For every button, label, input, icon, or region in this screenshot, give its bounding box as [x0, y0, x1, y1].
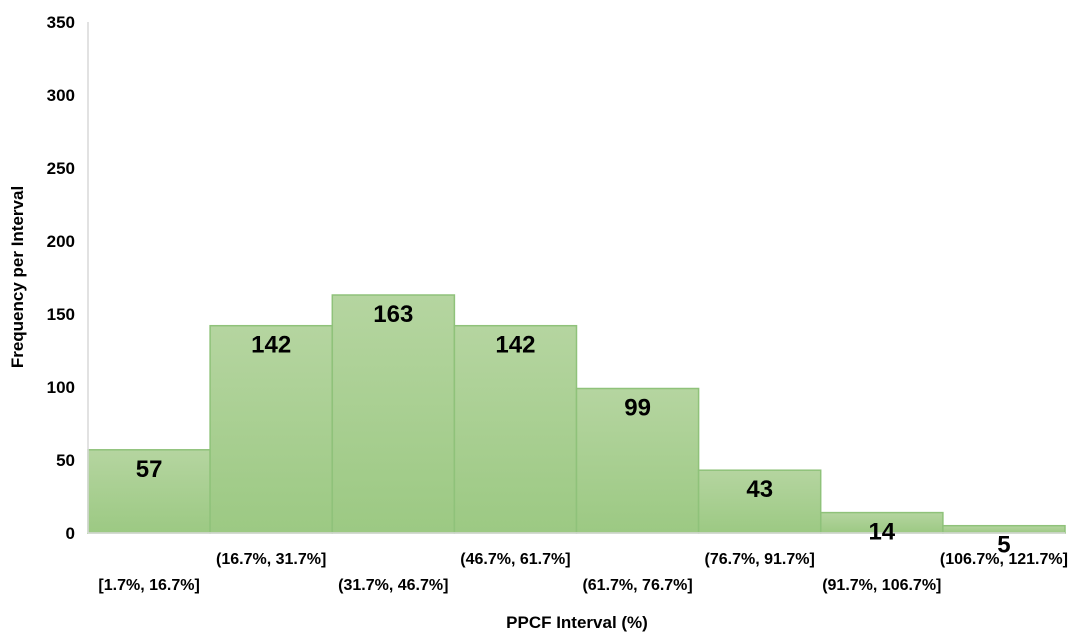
data-label-8: 5 [997, 532, 1010, 559]
x-tick-label-4: (46.7%, 61.7%] [460, 551, 570, 568]
x-axis-title: PPCF Interval (%) [506, 613, 648, 632]
y-tick-label-100: 100 [47, 378, 75, 397]
y-tick-label-200: 200 [47, 232, 75, 251]
y-axis-ticks: 0 50 100 150 200 250 300 350 [47, 13, 75, 543]
y-axis-title: Frequency per Interval [8, 186, 27, 368]
data-label-5: 99 [624, 395, 651, 422]
bar-4 [453, 324, 578, 534]
bar-1 [87, 449, 211, 534]
x-tick-label-2: (16.7%, 31.7%] [216, 551, 326, 568]
bar-3 [331, 294, 456, 534]
bar-5 [575, 387, 700, 534]
y-tick-label-50: 50 [56, 451, 75, 470]
bars [87, 294, 1066, 534]
y-tick-label-0: 0 [66, 524, 75, 543]
x-tick-label-7: (91.7%, 106.7%] [822, 577, 941, 594]
data-label-7: 14 [868, 519, 895, 546]
data-label-4: 142 [495, 332, 535, 359]
x-tick-label-3: (31.7%, 46.7%] [338, 577, 448, 594]
data-label-3: 163 [373, 301, 413, 328]
data-label-1: 57 [136, 456, 163, 483]
x-tick-label-1: [1.7%, 16.7%] [98, 577, 199, 594]
y-tick-label-250: 250 [47, 159, 75, 178]
data-label-2: 142 [251, 332, 291, 359]
y-tick-label-150: 150 [47, 305, 75, 324]
y-tick-label-350: 350 [47, 13, 75, 32]
bar-2 [209, 324, 333, 534]
y-tick-label-300: 300 [47, 86, 75, 105]
x-tick-label-8: (106.7%, 121.7%] [940, 551, 1068, 568]
x-tick-label-6: (76.7%, 91.7%] [705, 551, 815, 568]
data-label-6: 43 [746, 476, 773, 503]
x-axis-ticks: [1.7%, 16.7%] (16.7%, 31.7%] (31.7%, 46.7%… [98, 551, 1068, 594]
x-tick-label-5: (61.7%, 76.7%] [582, 577, 692, 594]
data-labels: 57 142 163 142 99 43 14 5 [136, 301, 1011, 559]
